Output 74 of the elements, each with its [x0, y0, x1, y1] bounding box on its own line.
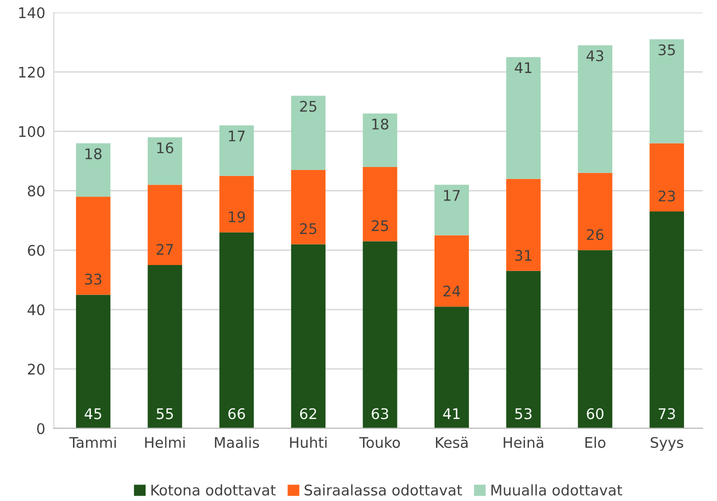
data-label: 19	[228, 211, 245, 222]
x-tick-label: Elo	[585, 436, 606, 448]
bar	[434, 306, 469, 428]
y-tick-label: 20	[28, 364, 44, 375]
x-tick-label: Syys	[650, 436, 684, 451]
x-tick-label: Huhti	[290, 436, 327, 448]
bar	[506, 178, 541, 271]
y-tick-label: 100	[19, 126, 44, 138]
bar	[76, 294, 110, 428]
bar	[362, 166, 398, 242]
bar	[219, 125, 254, 176]
x-tick-label: Maalis	[214, 436, 259, 448]
data-label: 31	[515, 250, 532, 261]
bar	[148, 264, 182, 428]
data-label: 24	[444, 286, 460, 296]
bar	[650, 212, 684, 428]
data-label: 17	[228, 130, 245, 142]
bar	[578, 250, 612, 428]
data-label: 35	[658, 44, 675, 56]
y-tick-label: 140	[19, 7, 44, 18]
bar	[76, 143, 110, 197]
x-tick-label: Heinä	[504, 436, 544, 448]
legend-label: Kotona odottavat	[151, 484, 276, 496]
data-label: 25	[300, 100, 316, 112]
data-label: 66	[228, 408, 245, 420]
bar	[291, 96, 326, 170]
data-label: 62	[300, 408, 316, 420]
bar	[578, 172, 612, 250]
data-label: 45	[84, 408, 102, 420]
data-label: 18	[86, 148, 102, 160]
x-tick-label: Tammi	[69, 436, 116, 448]
data-label: 41	[443, 408, 460, 420]
bar	[148, 184, 182, 265]
data-label: 25	[372, 220, 388, 232]
data-label: 27	[156, 244, 173, 255]
data-label: 60	[586, 408, 604, 420]
bar	[650, 39, 684, 144]
data-label: 55	[156, 408, 173, 420]
legend-label: Muualla odottavat	[491, 484, 622, 496]
data-label: 26	[586, 229, 604, 240]
data-label: 43	[586, 50, 604, 62]
data-label: 18	[372, 118, 388, 130]
bar	[434, 184, 469, 236]
bar	[291, 244, 326, 428]
bar	[148, 137, 182, 185]
data-label: 73	[658, 408, 675, 420]
data-label: 25	[300, 223, 316, 234]
bar	[578, 45, 612, 173]
x-tick-label: Touko	[359, 436, 400, 448]
data-label: 16	[157, 142, 174, 154]
bar	[506, 57, 541, 179]
bar	[506, 270, 541, 428]
bar	[362, 114, 398, 167]
y-tick-label: 40	[28, 304, 44, 316]
bar	[291, 170, 326, 244]
x-tick-label: Kesä	[436, 436, 468, 448]
data-label: 17	[444, 190, 460, 201]
data-label: 53	[515, 408, 532, 420]
bar	[76, 196, 110, 295]
y-tick-label: 60	[28, 244, 44, 256]
data-label: 63	[372, 408, 388, 420]
y-tick-label: 120	[19, 66, 44, 78]
bar	[219, 176, 254, 232]
bar	[650, 143, 684, 212]
bar	[362, 241, 398, 428]
y-tick-label: 80	[28, 185, 44, 196]
data-label: 23	[658, 190, 675, 202]
bar	[219, 232, 254, 428]
x-tick-label: Helmi	[145, 436, 185, 448]
data-label: 41	[514, 62, 532, 73]
data-label: 33	[85, 274, 102, 285]
bar	[434, 235, 469, 307]
y-tick-label: 0	[37, 423, 44, 434]
legend-label: Sairaalassa odottavat	[304, 484, 462, 496]
